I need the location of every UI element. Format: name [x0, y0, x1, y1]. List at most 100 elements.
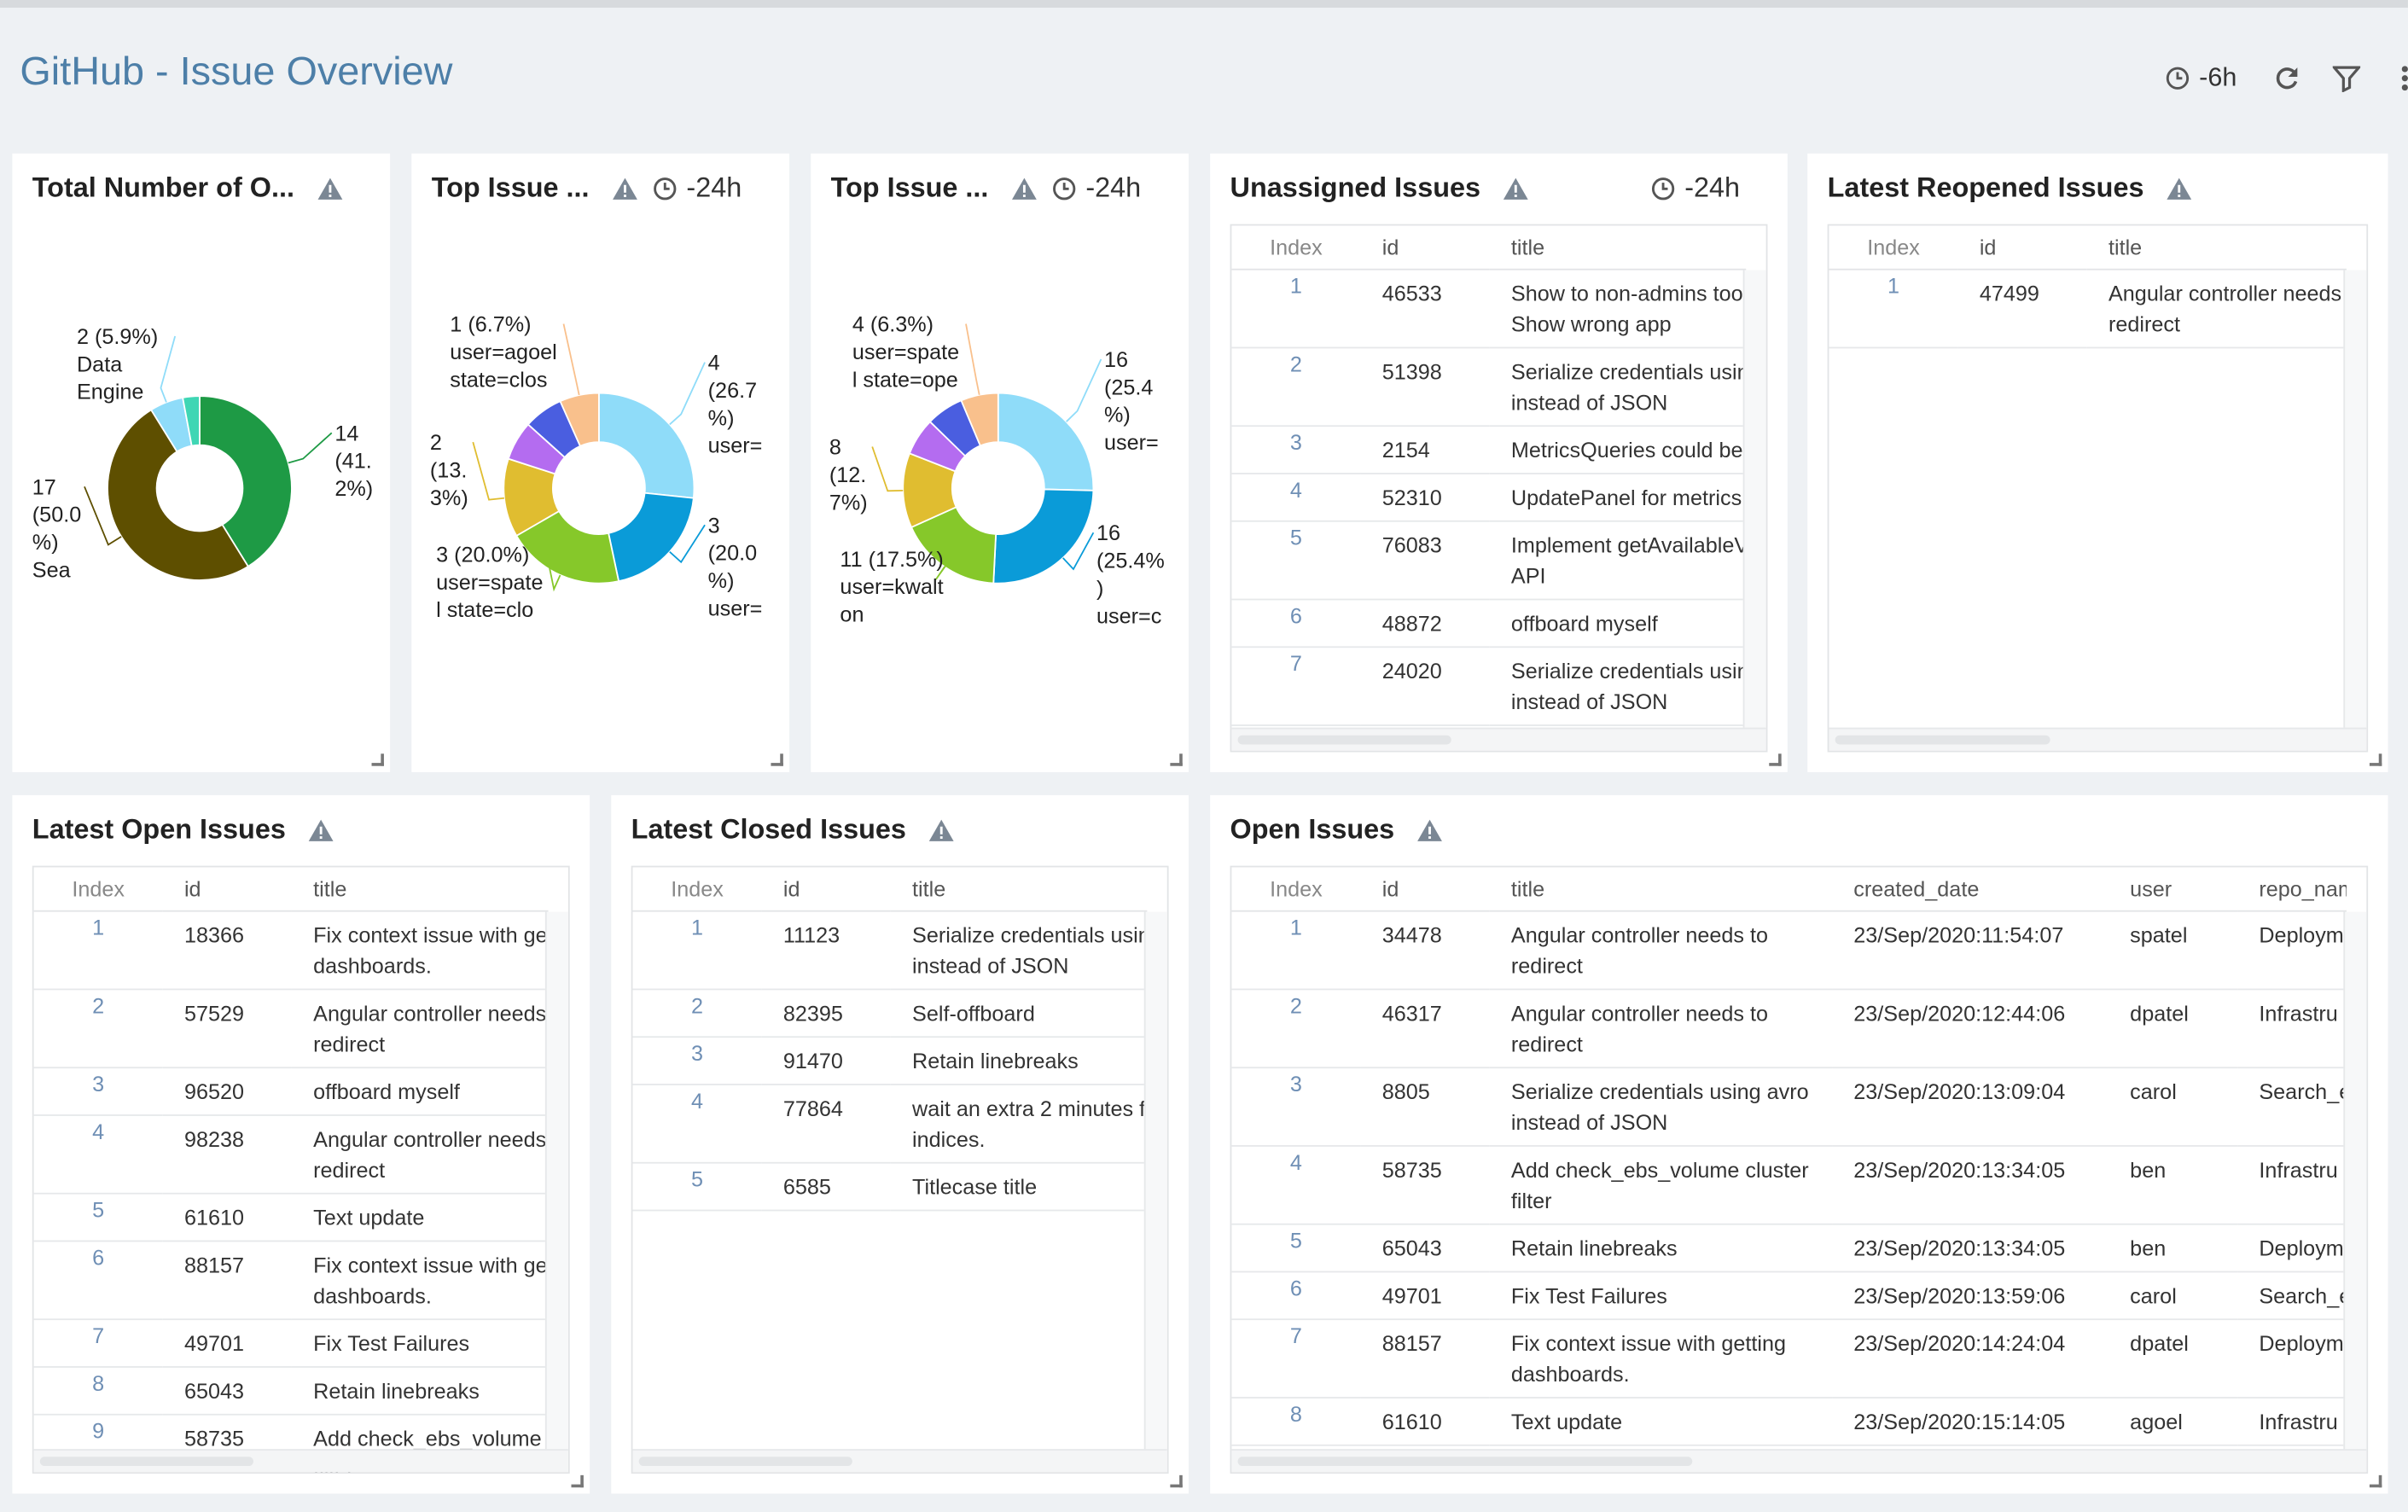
- dashboard-title: GitHub - Issue Overview: [20, 47, 453, 94]
- column-header: id: [1360, 867, 1490, 912]
- warning-icon[interactable]: [1416, 817, 1443, 842]
- vertical-scrollbar: [544, 911, 568, 1451]
- title-text: Retain linebreaks: [912, 1048, 1079, 1073]
- title-text: Serialize credentials using avro instead…: [1510, 358, 1746, 415]
- table-row: 5 61610 Text update: [33, 1193, 549, 1242]
- table-cell: offboard myself: [1489, 599, 1747, 648]
- slice-value: 4 (26.7%): [707, 350, 758, 430]
- table-cell: Fix Test Failures: [291, 1319, 549, 1368]
- column-header: id: [162, 867, 292, 912]
- refresh-icon[interactable]: [2271, 63, 2301, 94]
- header-row: Index id title: [1231, 225, 1747, 270]
- table-head: Index id title: [632, 867, 1148, 912]
- table-cell: 46533: [1360, 269, 1490, 349]
- time-range[interactable]: -6h: [2199, 62, 2237, 92]
- cell-text: ben: [2130, 1236, 2167, 1260]
- warning-icon[interactable]: [2166, 176, 2193, 201]
- pie-slice: [960, 392, 999, 447]
- cell-text: 7: [1289, 650, 1302, 676]
- table-cell: dpatel: [2108, 989, 2238, 1069]
- title-text: wait an extra 2 minutes for indices.: [912, 1096, 1148, 1152]
- table-row: 4 77864 wait an extra 2 minutes for indice…: [632, 1084, 1148, 1164]
- table-cell: Angular controller needs to redirect: [1489, 910, 1833, 991]
- column-header: Index: [632, 867, 762, 912]
- slice-label: 17 (50.0%) Sea: [32, 473, 82, 584]
- cell-text: 6: [92, 1244, 105, 1270]
- warning-icon[interactable]: [1502, 176, 1529, 201]
- warning-icon[interactable]: [928, 817, 955, 842]
- menu-icon[interactable]: [2399, 65, 2408, 92]
- table-cell: Retain linebreaks: [890, 1037, 1148, 1085]
- cell-text: 46317: [1381, 1000, 1442, 1026]
- table-row: 1 34478 Angular controller needs to redire…: [1231, 910, 2347, 991]
- table-row: 1 18366 Fix context issue with getting das…: [33, 910, 549, 991]
- warning-icon[interactable]: [1010, 176, 1038, 201]
- table-head: Index id title: [1829, 225, 2347, 270]
- vertical-scrollbar: [2343, 270, 2367, 730]
- table-head: Index id title: [33, 867, 549, 912]
- table-cell: 2: [1231, 989, 1361, 1069]
- slice-value: 16 (25.4%): [1096, 520, 1165, 601]
- table-row: 3 2154 MetricsQueries could be: [1231, 426, 1747, 474]
- column-header: title: [1489, 867, 1833, 912]
- cell-text: 6585: [782, 1174, 831, 1200]
- filter-icon[interactable]: [2331, 65, 2360, 92]
- warning-icon[interactable]: [316, 176, 343, 201]
- table-cell: 91470: [761, 1037, 891, 1085]
- panel-header: Latest Open Issues: [32, 813, 335, 846]
- table-cell: Infrastru: [2237, 1397, 2347, 1446]
- table-body: 1 47499 Angular controller needs to redire…: [1829, 269, 2347, 349]
- cell-text: 1: [1887, 273, 1900, 299]
- table-cell: 47499: [1957, 269, 2087, 349]
- table-cell: 1: [1829, 269, 1958, 349]
- horizontal-scrollbar: [632, 1449, 1167, 1473]
- table-cell: 6585: [761, 1162, 891, 1212]
- table-cell: 61610: [1360, 1397, 1490, 1446]
- panel-title: Latest Reopened Issues: [1827, 172, 2144, 203]
- cell-text: 2154: [1381, 437, 1430, 462]
- table-cell: 23/Sep/2020:13:59:06: [1832, 1271, 2108, 1321]
- table-cell: Fix context issue with getting dashboard…: [291, 910, 549, 991]
- slice-category: Sea: [32, 557, 71, 582]
- table-cell: ben: [2108, 1145, 2238, 1225]
- slice-value: 4 (6.3%): [852, 311, 934, 336]
- cell-text: 7: [92, 1323, 105, 1348]
- title-text: Angular controller needs to redirect: [1510, 922, 1769, 978]
- clock-icon[interactable]: [2166, 66, 2190, 90]
- title-text: Serialize credentials using avro instead…: [1510, 658, 1746, 714]
- cell-text: 2: [1289, 351, 1302, 376]
- cell-text: Deploym: [2259, 1236, 2344, 1260]
- cell-text: Search_e: [2259, 1282, 2347, 1308]
- cell-text: 1: [691, 915, 704, 939]
- cell-text: 5: [1289, 1228, 1302, 1253]
- panel: Latest Closed Issues Index id title 1 11123 Se…: [611, 794, 1189, 1494]
- data-table: Index id title 1 46533 Show to non-admins too…: [1231, 225, 1747, 726]
- warning-icon[interactable]: [611, 176, 638, 201]
- panel: Latest Reopened Issues Index id title 1 47499…: [1807, 153, 2388, 772]
- cell-text: 5: [691, 1166, 704, 1192]
- slice-label: 3 (20.0%) user=spatel state=clo: [436, 540, 544, 623]
- warning-icon[interactable]: [307, 817, 334, 842]
- cell-text: dpatel: [2130, 1330, 2189, 1356]
- pie-chart: [871, 323, 1102, 584]
- cell-text: carol: [2130, 1079, 2177, 1104]
- cell-text: Infrastru: [2259, 1000, 2338, 1026]
- table-cell: 58735: [1360, 1145, 1490, 1225]
- cell-text: 3: [691, 1040, 704, 1066]
- table-cell: 82395: [761, 989, 891, 1038]
- table-row: 6 49701 Fix Test Failures 23/Sep/2020:13:59…: [1231, 1271, 2347, 1321]
- vertical-scrollbar: [2343, 911, 2367, 1451]
- slice-label: 8 (12.7%): [829, 433, 870, 515]
- slice-value: 3 (20.0%): [707, 512, 758, 593]
- vertical-scrollbar: [1143, 911, 1167, 1451]
- panel-title: Unassigned Issues: [1230, 172, 1481, 203]
- table-row: 6 88157 Fix context issue with getting das…: [33, 1241, 549, 1321]
- panel-header: Top Issue ...: [432, 172, 638, 204]
- table-cell: ben: [2108, 1224, 2238, 1273]
- cell-text: 49701: [183, 1330, 245, 1356]
- table-cell: 49701: [1360, 1271, 1490, 1321]
- column-header: id: [1360, 225, 1490, 270]
- cell-text: 18366: [183, 922, 245, 947]
- cell-text: 77864: [782, 1096, 843, 1121]
- table-cell: Text update: [1489, 1397, 1833, 1446]
